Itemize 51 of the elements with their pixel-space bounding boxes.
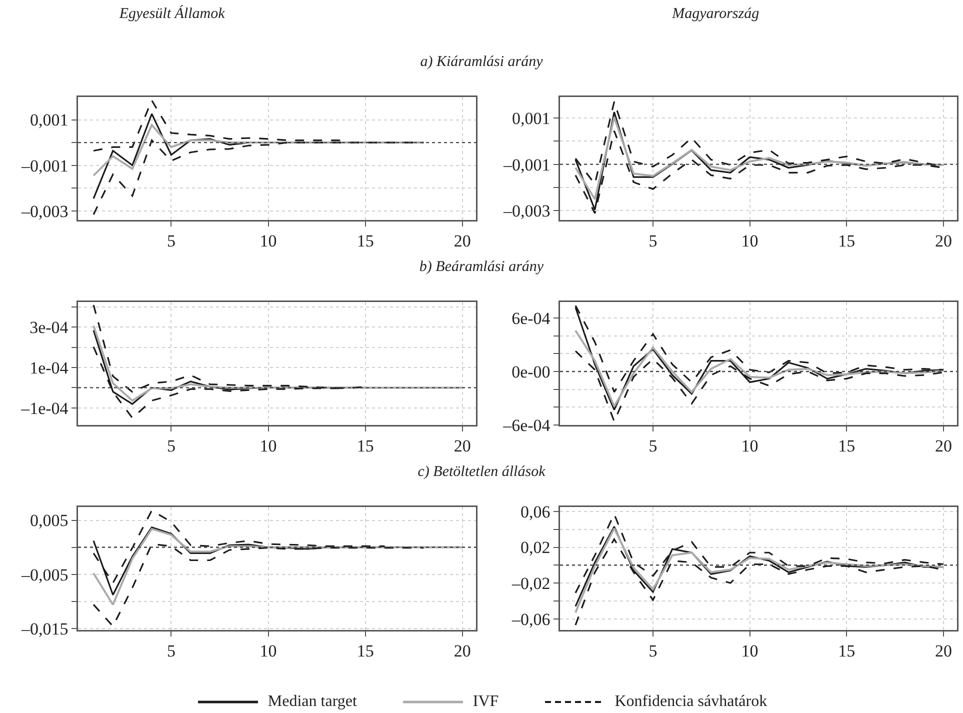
- x-tick-label: 5: [166, 232, 176, 251]
- x-tick-label: 5: [166, 436, 176, 456]
- x-tick-label: 20: [454, 436, 471, 456]
- x-tick-label: 10: [741, 436, 758, 456]
- y-tick-label: –0,003: [20, 202, 68, 221]
- y-tick-label: 0,02: [520, 538, 550, 558]
- x-tick-label: 10: [260, 232, 277, 251]
- x-tick-label: 15: [356, 642, 374, 661]
- x-tick-label: 5: [166, 642, 176, 661]
- x-tick-label: 20: [934, 436, 952, 456]
- y-tick-label: –0,015: [20, 619, 68, 638]
- y-tick-label: –0,06: [511, 610, 550, 629]
- chart-title: a) Kiáramlási arány: [419, 54, 544, 71]
- y-tick-label: 0,06: [520, 502, 550, 522]
- y-tick-label: –0,005: [20, 565, 68, 584]
- y-tick-label: –0,001: [502, 155, 550, 174]
- y-tick-label: 0,005: [30, 511, 68, 530]
- x-tick-label: 15: [838, 642, 856, 661]
- x-tick-label: 10: [741, 232, 758, 251]
- y-tick-label: 3e-04: [30, 318, 69, 338]
- y-tick-label: –0,02: [511, 574, 550, 593]
- y-tick-label: –0,001: [20, 156, 68, 176]
- chart-subtitle: Magyarország: [671, 6, 760, 23]
- x-tick-label: 5: [648, 642, 658, 661]
- y-tick-label: 0e-00: [512, 362, 550, 382]
- y-tick-label: 1e-04: [30, 358, 69, 378]
- x-tick-label: 15: [356, 436, 374, 456]
- chart-title: b) Beáramlási arány: [418, 259, 545, 276]
- x-tick-label: 10: [260, 436, 277, 456]
- x-tick-label: 5: [648, 436, 658, 456]
- x-tick-label: 20: [934, 232, 952, 251]
- y-tick-label: –6e-04: [502, 416, 551, 435]
- x-tick-label: 20: [454, 642, 471, 661]
- x-tick-label: 15: [838, 232, 856, 251]
- x-tick-label: 20: [454, 232, 471, 251]
- chart-title: c) Betöltetlen állások: [416, 464, 546, 481]
- legend-label: Konfidencia sávhatárok: [614, 693, 768, 710]
- y-tick-label: 6e-04: [512, 308, 551, 328]
- x-tick-label: 10: [741, 642, 758, 661]
- x-tick-label: 15: [838, 436, 856, 456]
- legend-label: IVF: [472, 693, 499, 710]
- y-tick-label: 0,001: [30, 110, 68, 130]
- x-tick-label: 10: [260, 642, 277, 661]
- legend-label: Median target: [268, 693, 357, 710]
- x-tick-label: 5: [648, 232, 658, 251]
- y-tick-label: 0,001: [512, 108, 550, 128]
- y-tick-label: –1e-04: [20, 398, 69, 418]
- chart-subtitle: Egyesült Államok: [118, 6, 226, 23]
- x-tick-label: 20: [934, 642, 952, 661]
- y-tick-label: –0,003: [502, 202, 550, 221]
- x-tick-label: 15: [356, 232, 374, 251]
